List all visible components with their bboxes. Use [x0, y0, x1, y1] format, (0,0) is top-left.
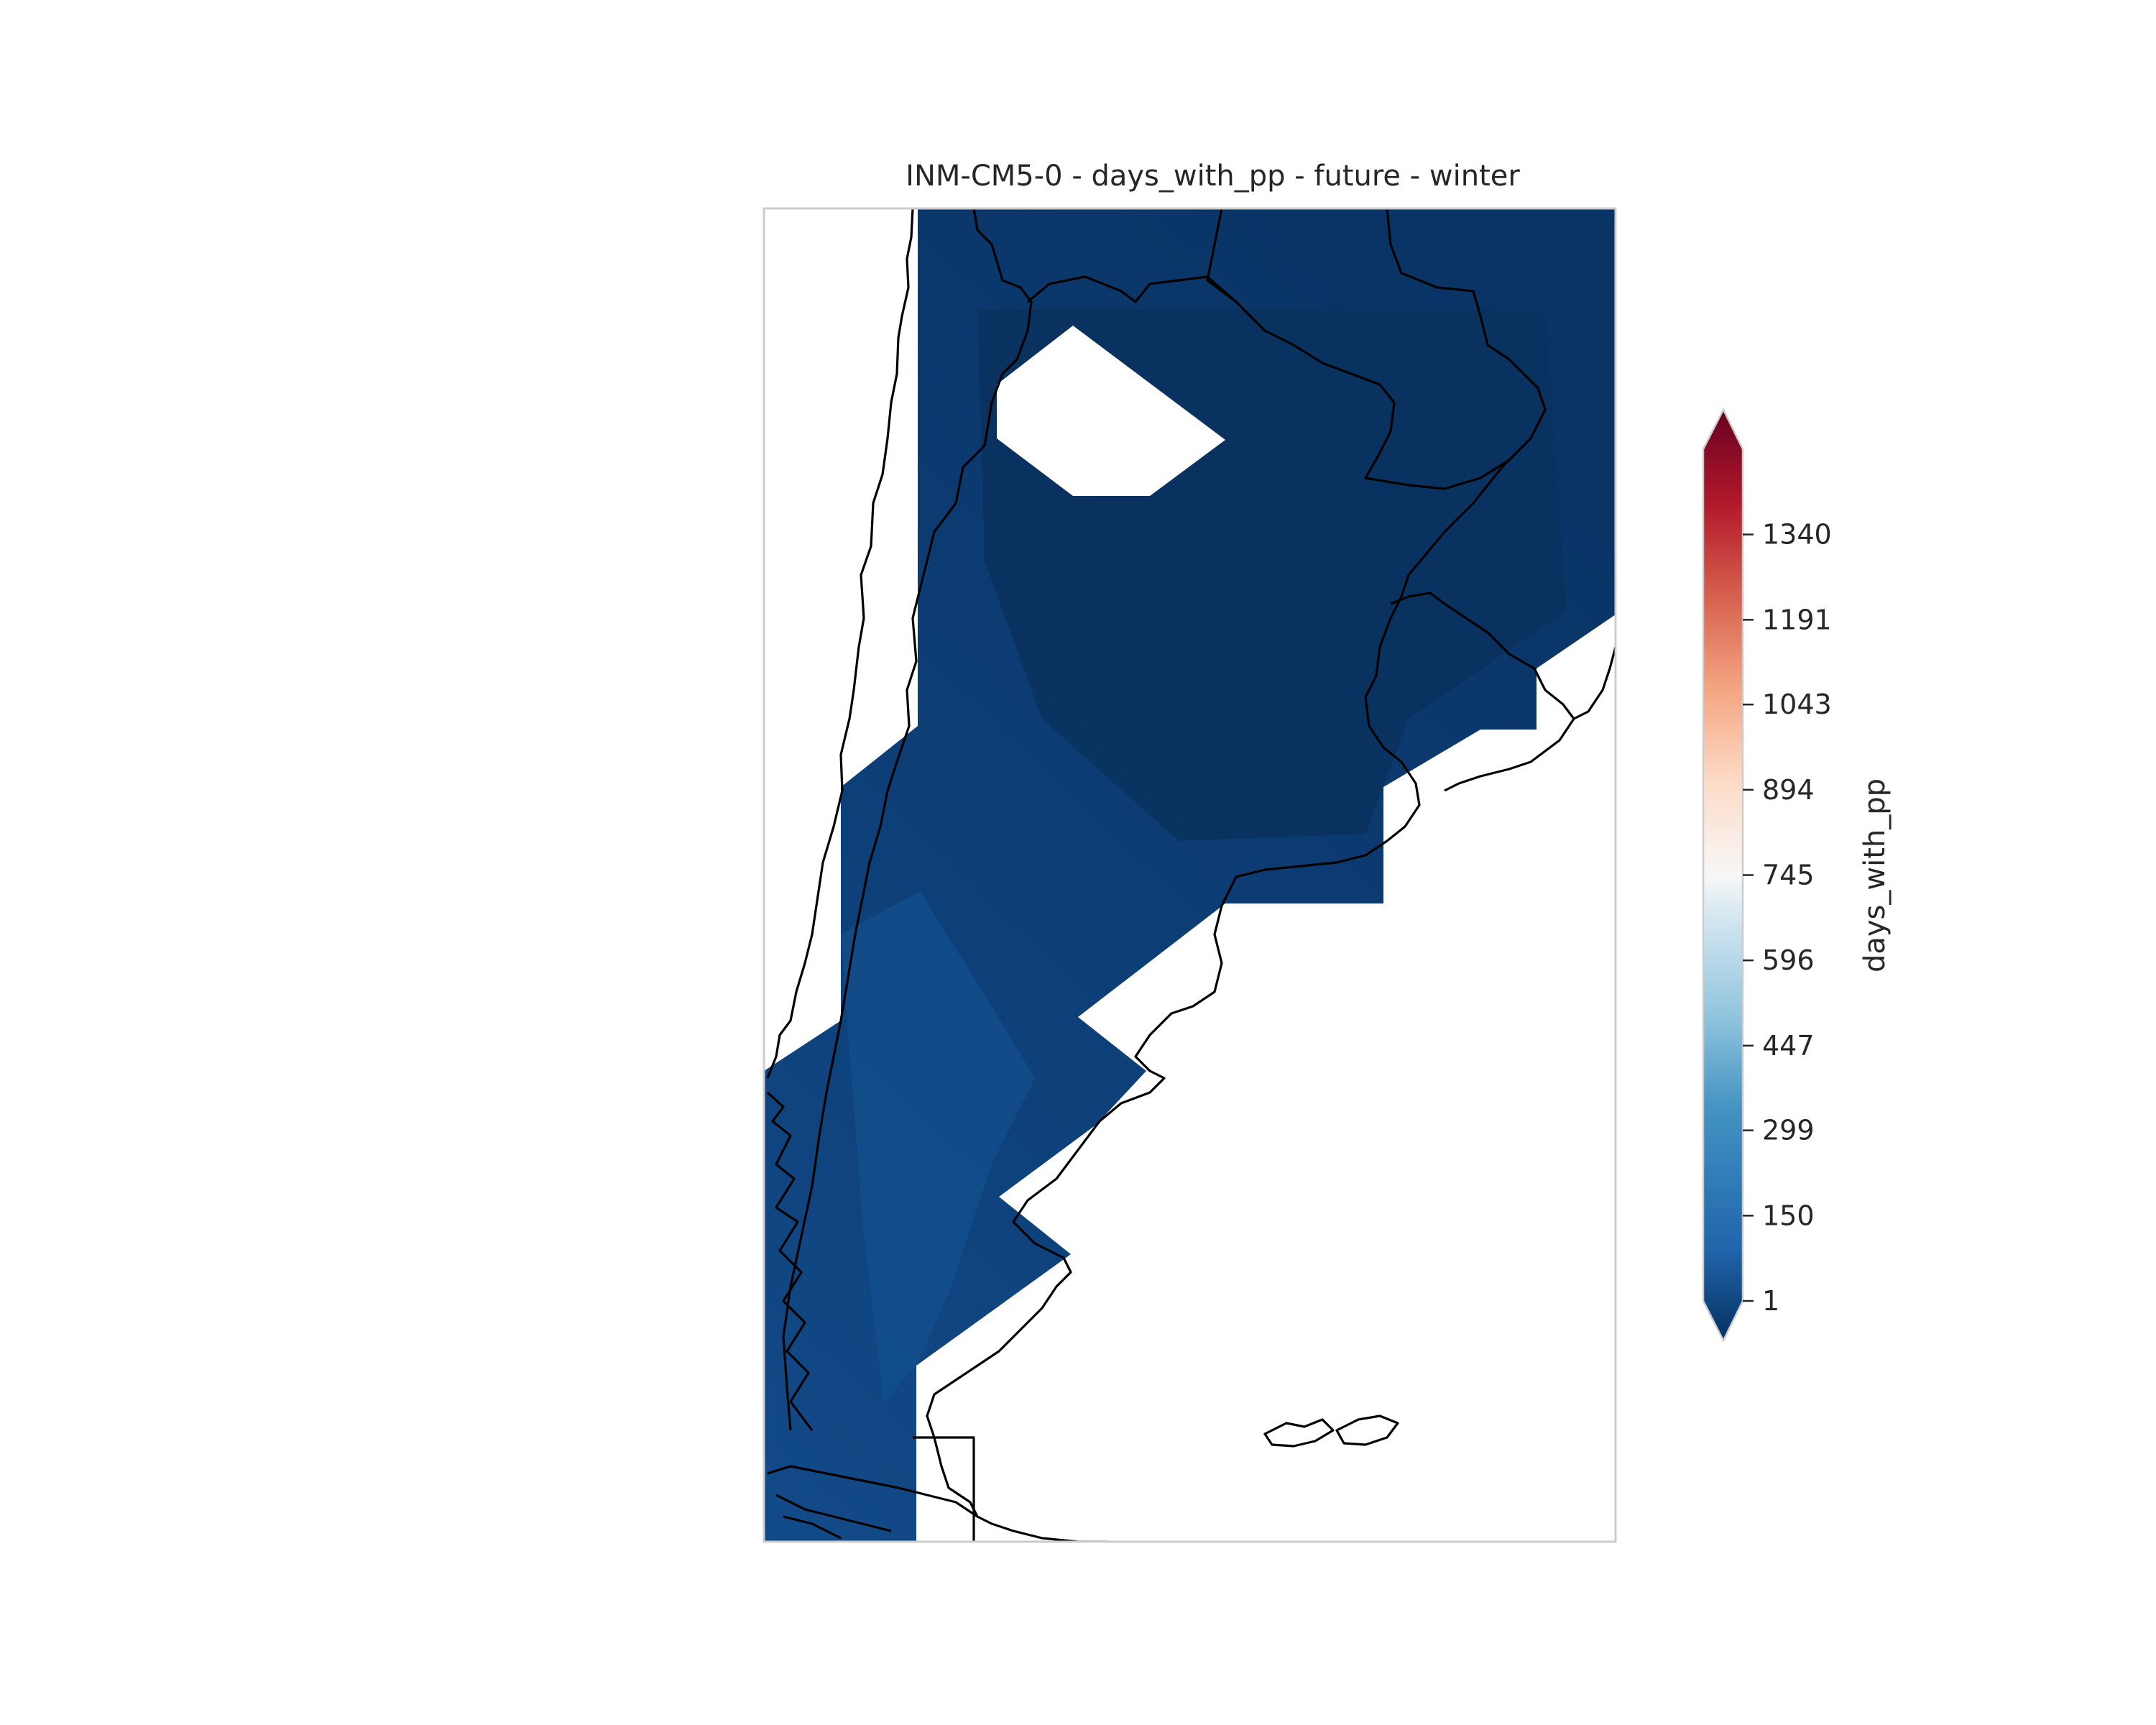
data-field: [764, 208, 1616, 1542]
field-south-band: [841, 891, 1035, 1402]
colorbar-tick-label: 299: [1762, 1115, 1815, 1146]
colorbar-tick-label: 596: [1762, 944, 1815, 976]
colorbar-tick-label: 1043: [1762, 689, 1832, 720]
colorbar-tick-label: 894: [1762, 774, 1815, 806]
paraguay-border: [1206, 208, 1525, 375]
colorbar-body: [1702, 408, 1744, 1343]
masked-area: [997, 326, 1225, 496]
colorbar-label: days_with_pp: [1858, 778, 1892, 972]
map-title: INM-CM5-0 - days_with_pp - future - wint…: [906, 160, 1520, 193]
colorbar-tick-label: 1340: [1762, 519, 1832, 551]
colorbar-ticks: 1 150 299 447 596 745 894 1043 1191 1340: [1743, 519, 1832, 1317]
colorbar-tick-label: 1191: [1762, 604, 1832, 635]
east-coastline: [926, 437, 1532, 1542]
uruguay-border: [1390, 592, 1575, 719]
falkland-islands: [1263, 1414, 1399, 1448]
colorbar: 1 150 299 447 596 745 894 1043 1191 1340 days_wit…: [1702, 408, 1892, 1343]
rio-de-la-plata-coast: [1444, 718, 1575, 792]
map-frame-border: [763, 207, 1617, 1543]
north-border: [1026, 275, 1547, 490]
colorbar-tick-label: 1: [1762, 1285, 1779, 1317]
chile-fjords: [766, 1091, 814, 1431]
andes-border: [782, 208, 1033, 1431]
south-coast-east: [1573, 646, 1616, 720]
coastlines: [766, 208, 1616, 1542]
colorbar-tick-label: 745: [1762, 860, 1815, 891]
tierra-del-fuego: [767, 1436, 978, 1542]
colorbar-tick-label: 150: [1762, 1200, 1815, 1231]
west-coastline: [766, 208, 914, 1079]
colorbar-tick-label: 447: [1762, 1030, 1815, 1062]
